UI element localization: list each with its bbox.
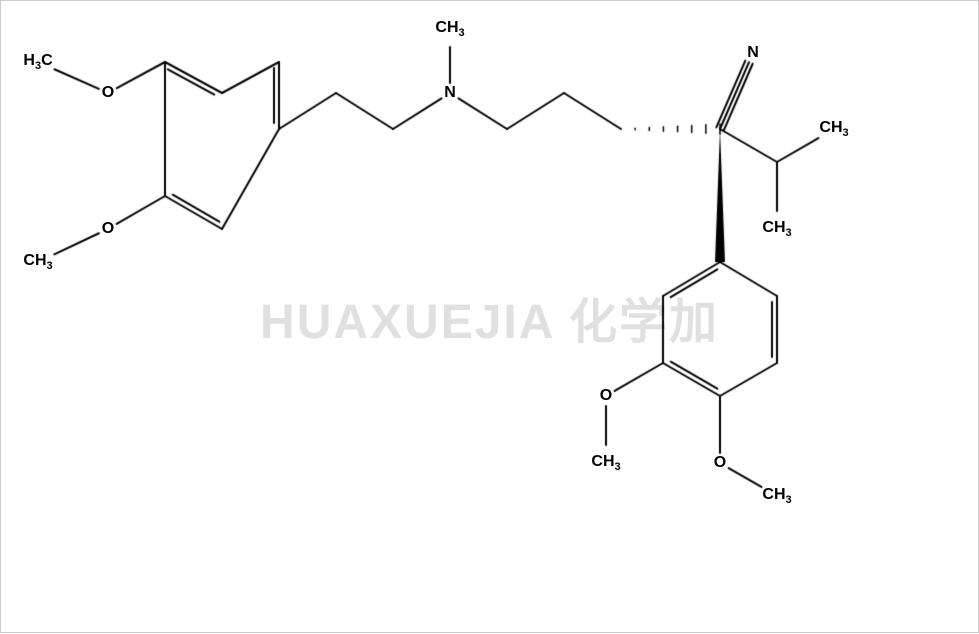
atom-label-30: CH3 — [591, 453, 620, 473]
atom-label-13: N — [444, 84, 456, 102]
atom-label-14: CH3 — [435, 19, 464, 39]
atom-label-32: CH3 — [762, 486, 791, 506]
molecule-canvas — [1, 1, 979, 634]
atom-label-0: H3C — [23, 52, 52, 72]
atom-label-22: CH3 — [762, 219, 791, 239]
atom-label-8: O — [102, 220, 114, 238]
atom-label-9: CH3 — [23, 252, 52, 272]
atom-label-29: O — [600, 387, 612, 405]
atom-label-21: CH3 — [819, 119, 848, 139]
atom-label-31: O — [714, 454, 726, 472]
atom-label-19: N — [747, 44, 759, 62]
atom-label-1: O — [102, 84, 114, 102]
